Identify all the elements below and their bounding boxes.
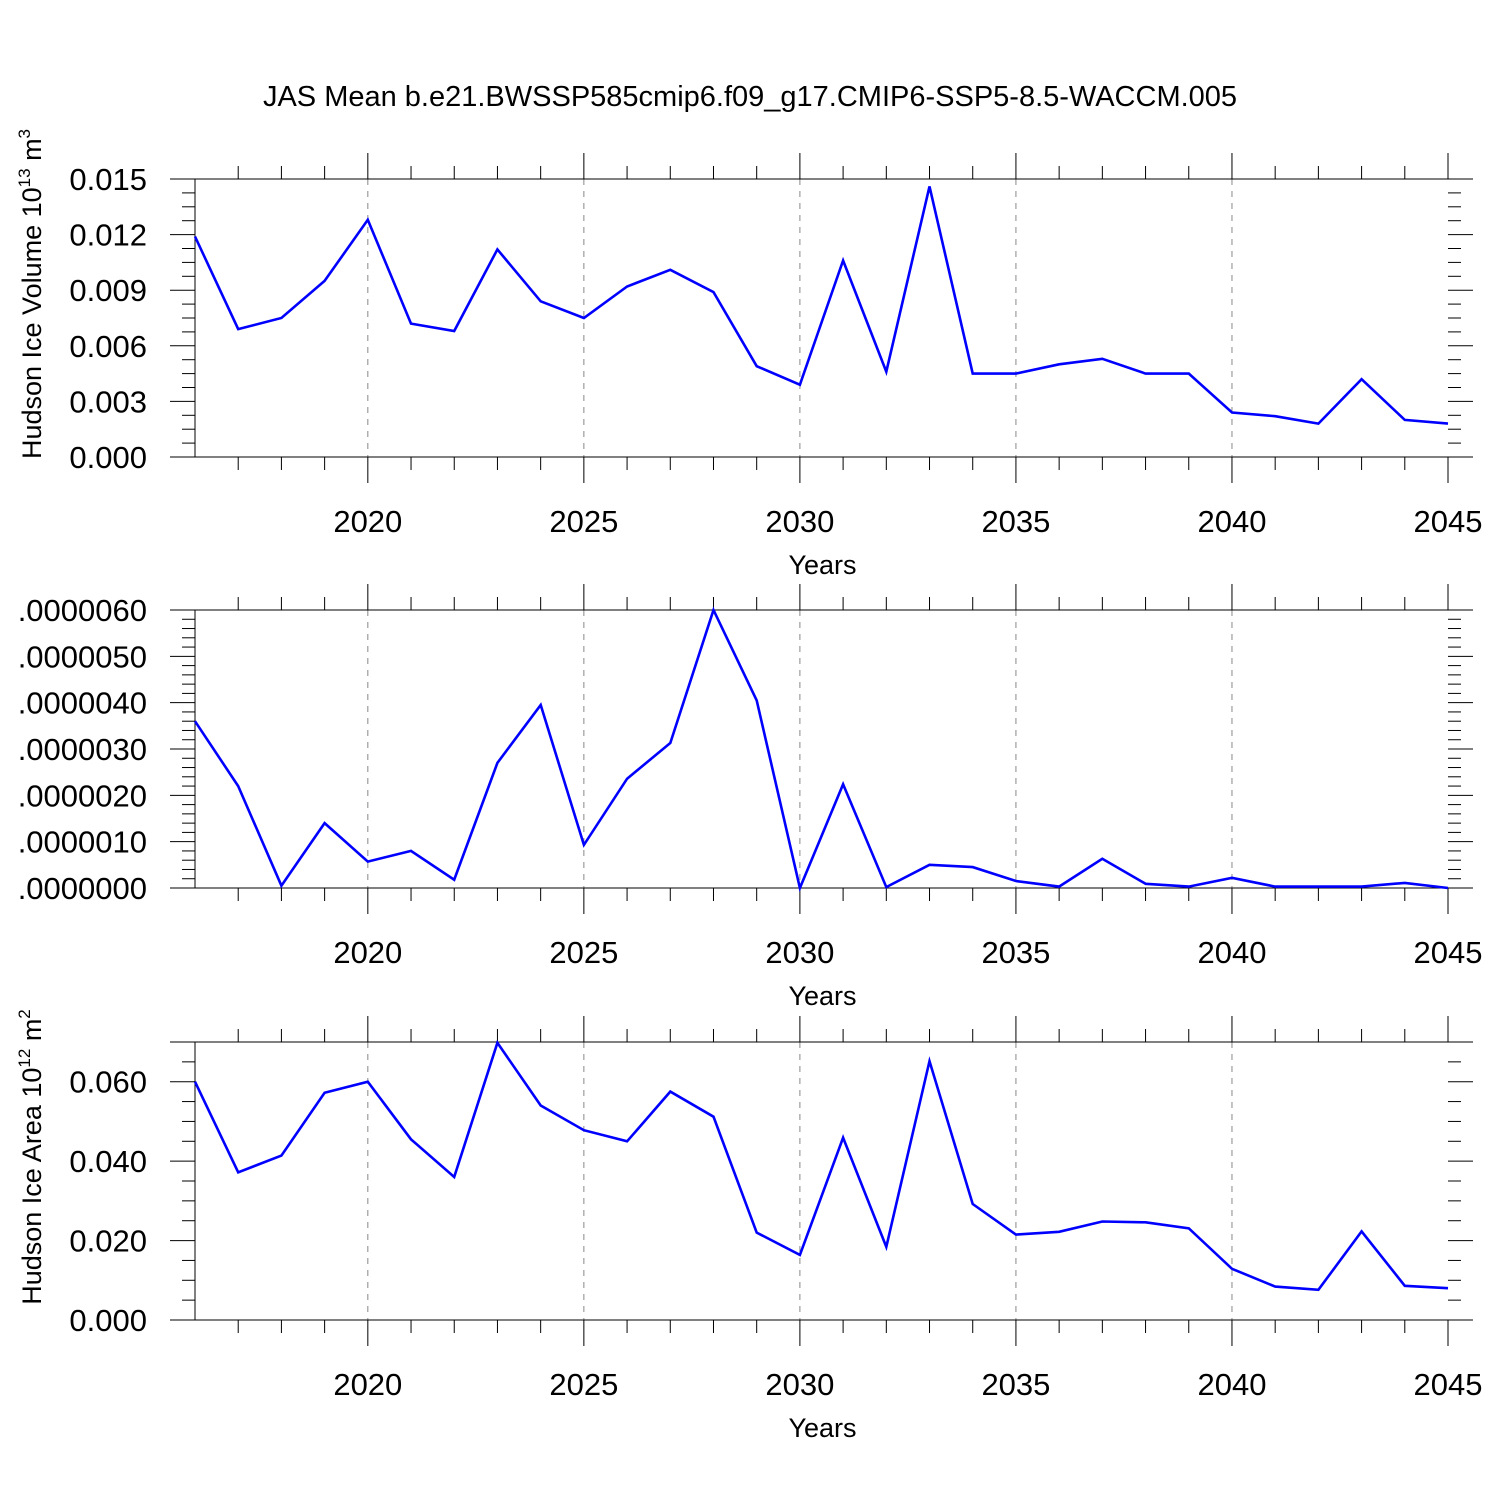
x-tick-label: 2025	[549, 504, 618, 539]
y-tick-label: 0.040	[69, 1144, 147, 1179]
x-axis-label: Years	[788, 550, 856, 580]
y-tick-label: .0000020	[18, 778, 147, 813]
x-tick-label: 2020	[333, 935, 402, 970]
x-axis-label: Years	[788, 981, 856, 1011]
y-tick-label: 0.060	[69, 1065, 147, 1100]
series-line	[193, 1039, 1449, 1292]
y-tick-label: .0000040	[18, 686, 147, 721]
x-tick-label: 2020	[333, 504, 402, 539]
y-axis-label: Hudson Ice Area 1012 m2	[15, 1009, 47, 1305]
y-tick-label: 0.012	[69, 218, 147, 253]
y-tick-label: 0.020	[69, 1224, 147, 1259]
y-tick-label: .0000030	[18, 732, 147, 767]
panel-1: 0.000 0.003 0.006 0.009 0.012 0.015 2020 2025 20…	[15, 129, 1482, 580]
y-tick-label: 0.003	[69, 384, 147, 419]
x-tick-label: 2030	[765, 1367, 834, 1402]
series-line	[193, 606, 1449, 893]
x-tick-label: 2045	[1414, 935, 1483, 970]
x-tick-label: 2030	[765, 935, 834, 970]
y-tick-label: .0000050	[18, 639, 147, 674]
chart-panels: 0.000 0.003 0.006 0.009 0.012 0.015 2020 2025 20…	[15, 129, 1482, 1443]
x-tick-label: 2045	[1414, 1367, 1483, 1402]
x-tick-label: 2040	[1197, 935, 1266, 970]
x-tick-label: 2030	[765, 504, 834, 539]
series-line	[193, 186, 1449, 425]
x-tick-label: 2040	[1197, 1367, 1266, 1402]
y-tick-label: 0.015	[69, 162, 147, 197]
y-axis-label: Hudson Ice Volume 1013 m3	[15, 129, 47, 459]
x-tick-label: 2020	[333, 1367, 402, 1402]
panel-2: .0000000 .0000010 .0000020 .0000030 .0000040…	[18, 584, 1483, 1011]
y-tick-label: .0000010	[18, 825, 147, 860]
x-tick-label: 2035	[981, 1367, 1050, 1402]
y-tick-label: 0.000	[69, 440, 147, 475]
x-tick-label: 2040	[1197, 504, 1266, 539]
x-axis-label: Years	[788, 1413, 856, 1443]
y-tick-label: 0.000	[69, 1303, 147, 1338]
x-tick-label: 2025	[549, 1367, 618, 1402]
x-tick-label: 2035	[981, 504, 1050, 539]
y-tick-label: .0000000	[18, 871, 147, 906]
chart-title: JAS Mean b.e21.BWSSP585cmip6.f09_g17.CMI…	[263, 81, 1237, 113]
y-tick-label: .0000060	[18, 593, 147, 628]
x-tick-label: 2025	[549, 935, 618, 970]
x-tick-label: 2035	[981, 935, 1050, 970]
x-tick-label: 2045	[1414, 504, 1483, 539]
y-tick-label: 0.009	[69, 273, 147, 308]
y-tick-label: 0.006	[69, 329, 147, 364]
panel-3: 0.000 0.020 0.040 0.060 2020 2025 2030 2035 2040…	[15, 1009, 1482, 1443]
